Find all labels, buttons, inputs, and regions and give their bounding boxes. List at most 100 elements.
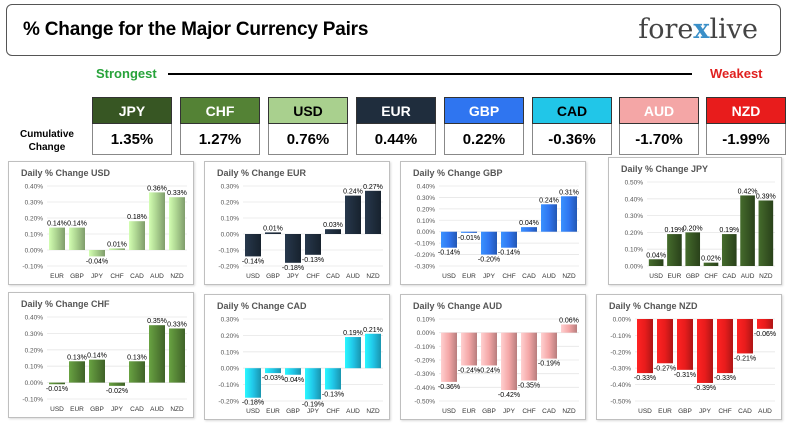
- x-tick-label: CHF: [522, 408, 535, 415]
- data-label: -0.14%: [242, 258, 264, 265]
- currency-card-gbp: GBP 0.22%: [444, 97, 524, 155]
- data-label: 0.14%: [67, 221, 87, 228]
- y-tick-label: 0.30%: [417, 195, 436, 202]
- data-label: -0.04%: [282, 377, 304, 384]
- x-tick-label: NZD: [366, 408, 380, 415]
- data-label: 0.01%: [263, 225, 283, 232]
- data-label: 0.21%: [363, 327, 383, 334]
- cumulative-change-label: Cumulative Change: [14, 128, 80, 154]
- y-tick-label: -0.40%: [414, 385, 435, 392]
- x-tick-label: CAD: [130, 273, 144, 280]
- y-tick-label: -0.50%: [610, 399, 631, 406]
- y-tick-label: -0.40%: [610, 382, 631, 389]
- bar-usd: [49, 382, 65, 385]
- data-label: 0.13%: [67, 354, 87, 361]
- y-tick-label: -0.20%: [218, 399, 239, 406]
- bar-chart: 0.40% 0.30% 0.20% 0.10% 0.00% -0.10% 0.14% EUR 0…: [22, 184, 187, 280]
- page-title: % Change for the Major Currency Pairs: [23, 19, 369, 40]
- y-tick-label: -0.30%: [414, 264, 435, 271]
- x-tick-label: CAD: [522, 273, 536, 280]
- bar-aud: [757, 319, 773, 329]
- chart-title: Daily % Change JPY: [621, 164, 709, 174]
- chart-panel-6: Daily % Change CAD 0.30% 0.20% 0.10% 0.00% -0…: [204, 294, 390, 420]
- logo-left: fore: [638, 14, 694, 45]
- bar-cad: [721, 234, 737, 266]
- x-tick-label: GBP: [482, 408, 496, 415]
- data-label: 0.19%: [664, 227, 684, 234]
- y-tick-label: 0.10%: [417, 218, 436, 225]
- x-tick-label: AUD: [346, 408, 360, 415]
- currency-code: USD: [268, 97, 348, 124]
- y-tick-label: -0.10%: [218, 248, 239, 255]
- x-tick-label: USD: [246, 273, 260, 280]
- bar-usd: [245, 368, 261, 398]
- bar-cad: [325, 229, 341, 234]
- bar-usd: [637, 319, 653, 374]
- currency-code: JPY: [92, 97, 172, 124]
- y-tick-label: 0.30%: [221, 184, 240, 191]
- x-tick-label: NZD: [562, 273, 576, 280]
- x-tick-label: AUD: [741, 273, 755, 280]
- chart-panel-3: Daily % Change GBP 0.40% 0.30% 0.20% 0.10% 0.…: [400, 161, 586, 285]
- x-tick-label: USD: [246, 408, 260, 415]
- logo-x: x: [693, 14, 710, 45]
- currency-code: NZD: [706, 97, 786, 124]
- bar-cad: [737, 319, 753, 354]
- bar-eur: [461, 231, 477, 233]
- y-tick-label: 0.10%: [25, 364, 44, 371]
- data-label: 0.02%: [701, 256, 721, 263]
- bar-eur: [657, 319, 673, 364]
- x-tick-label: JPY: [307, 408, 320, 415]
- x-tick-label: EUR: [658, 408, 672, 415]
- x-tick-label: CAD: [130, 406, 144, 413]
- cumulative-change-value: 1.35%: [92, 124, 172, 155]
- bar-chart: 0.10% 0.00% -0.10% -0.20% -0.30% -0.40% -0.50%…: [414, 317, 579, 415]
- data-label: -0.14%: [498, 250, 520, 257]
- bar-eur: [49, 227, 65, 250]
- x-tick-label: USD: [638, 408, 652, 415]
- bar-chf: [325, 368, 341, 390]
- currency-code: EUR: [356, 97, 436, 124]
- data-label: -0.01%: [46, 386, 68, 393]
- y-tick-label: -0.30%: [414, 371, 435, 378]
- bar-aud: [740, 195, 755, 266]
- chart-title: Daily % Change USD: [21, 168, 111, 178]
- currency-card-chf: CHF 1.27%: [180, 97, 260, 155]
- chart-panel-2: Daily % Change EUR 0.30% 0.20% 0.10% 0.00% -0…: [204, 161, 390, 285]
- y-tick-label: 0.40%: [417, 184, 436, 191]
- chart-title: Daily % Change AUD: [413, 301, 503, 311]
- bar-usd: [441, 231, 457, 248]
- data-label: 0.20%: [683, 225, 703, 232]
- x-tick-label: CHF: [718, 408, 731, 415]
- y-tick-label: -0.20%: [414, 252, 435, 259]
- logo-right: live: [709, 14, 758, 45]
- data-label: -0.21%: [734, 355, 756, 362]
- bar-chart: 0.50% 0.40% 0.30% 0.20% 0.10% 0.00%0.04% USD 0.…: [625, 180, 776, 281]
- x-tick-label: GBP: [678, 408, 692, 415]
- cumulative-label-line2: Change: [28, 142, 66, 153]
- data-label: -0.18%: [242, 400, 264, 407]
- currency-card-cad: CAD -0.36%: [532, 97, 612, 155]
- x-tick-label: JPY: [483, 273, 496, 280]
- x-tick-label: CHF: [110, 273, 123, 280]
- chart-panel-7: Daily % Change AUD 0.10% 0.00% -0.10% -0.20%…: [400, 294, 586, 420]
- data-label: -0.39%: [694, 385, 716, 392]
- x-tick-label: USD: [649, 273, 663, 280]
- bar-aud: [345, 195, 361, 234]
- x-tick-label: CHF: [704, 273, 717, 280]
- bar-eur: [265, 368, 281, 374]
- y-tick-label: -0.10%: [414, 344, 435, 351]
- chart-title: Daily % Change GBP: [413, 168, 503, 178]
- x-tick-label: EUR: [668, 273, 682, 280]
- data-label: -0.35%: [518, 383, 540, 390]
- data-label: 0.42%: [738, 188, 758, 195]
- data-label: -0.02%: [106, 388, 128, 395]
- x-tick-label: EUR: [462, 408, 476, 415]
- y-tick-label: 0.10%: [25, 232, 44, 239]
- y-tick-label: 0.00%: [613, 317, 632, 324]
- currency-code: AUD: [619, 97, 699, 124]
- bar-cad: [129, 361, 145, 383]
- bar-chf: [501, 231, 517, 248]
- bar-chart: 0.40%0.30%0.20%0.10%0.00%-0.10%-0.20%-0.…: [414, 184, 579, 280]
- bar-chf: [109, 248, 125, 250]
